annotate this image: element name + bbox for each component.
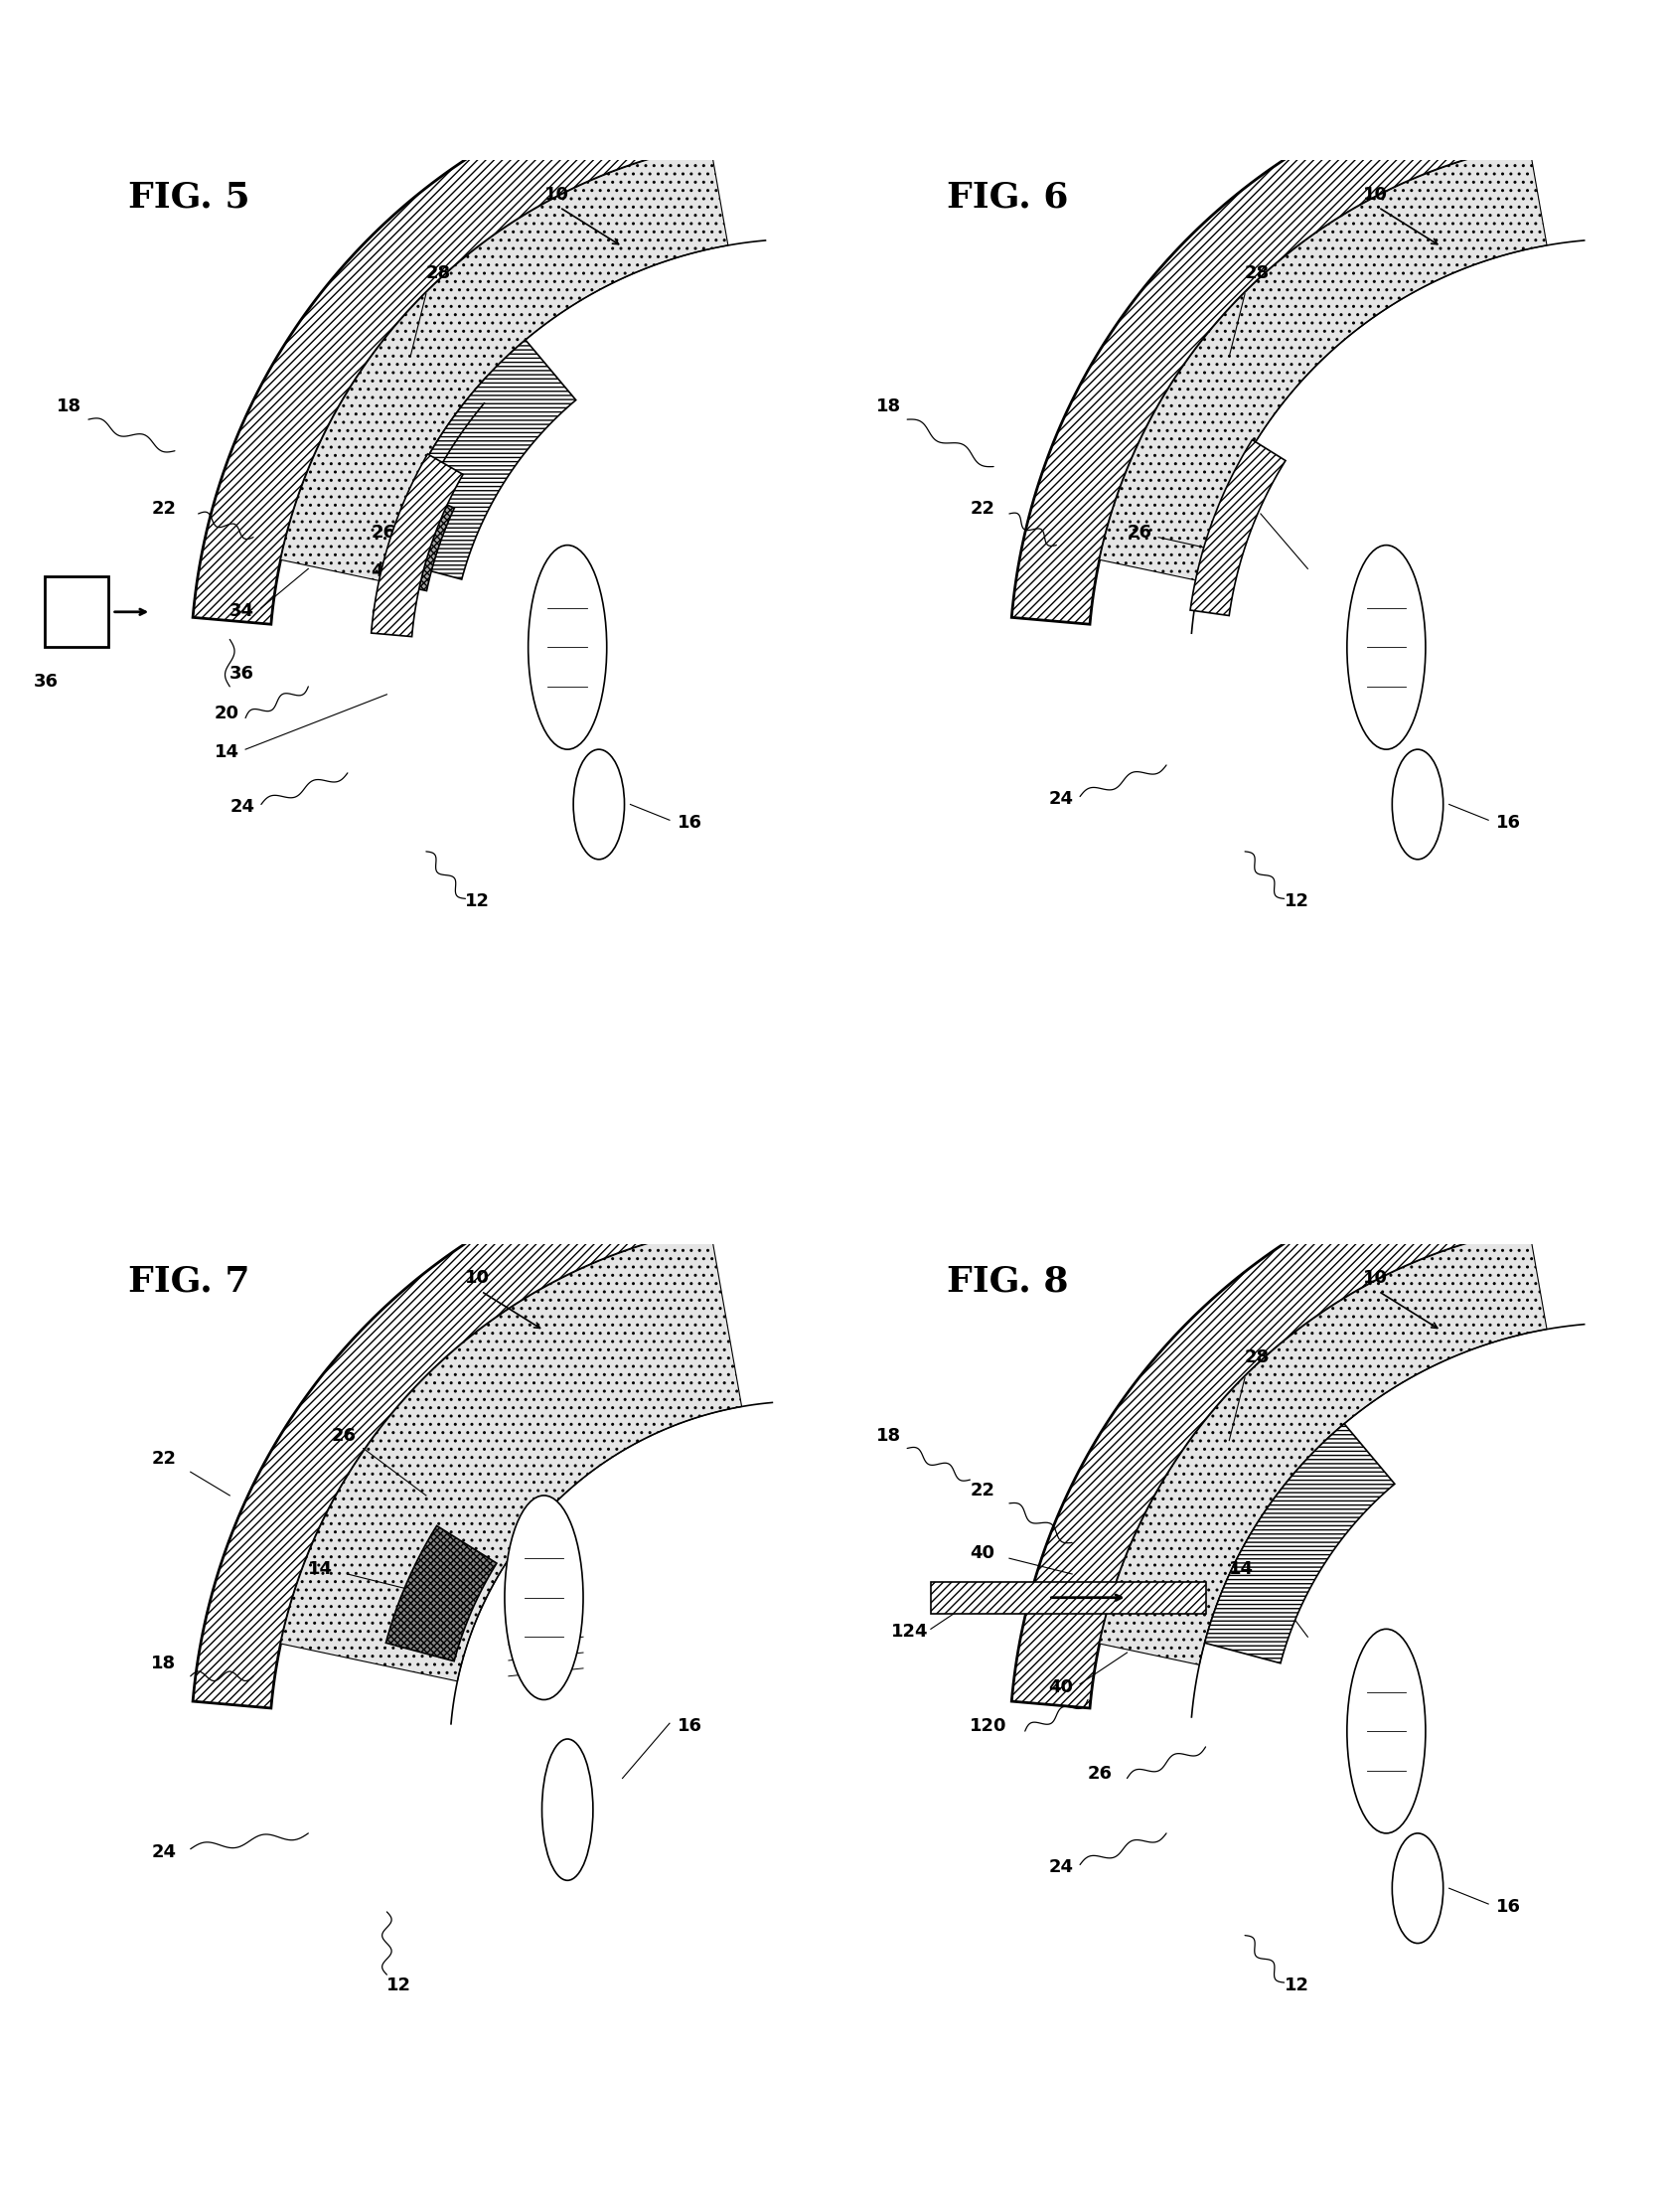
Text: FIG. 8: FIG. 8 — [946, 1265, 1068, 1298]
Text: 16: 16 — [677, 1717, 702, 1734]
Polygon shape — [1205, 1425, 1395, 1663]
Text: 12: 12 — [386, 1978, 411, 1995]
Polygon shape — [1100, 1228, 1547, 1666]
Text: 40: 40 — [969, 1544, 994, 1562]
Text: 12: 12 — [465, 894, 490, 911]
Text: 124: 124 — [892, 1624, 929, 1641]
Polygon shape — [371, 453, 463, 637]
Text: 28: 28 — [426, 263, 451, 281]
Text: 122: 122 — [1009, 1584, 1046, 1601]
Polygon shape — [1190, 440, 1285, 615]
Text: 22: 22 — [969, 500, 994, 518]
Text: 22: 22 — [150, 1451, 175, 1469]
Text: 12: 12 — [1283, 1978, 1308, 1995]
Text: 22: 22 — [969, 1482, 994, 1500]
Text: 18: 18 — [876, 1427, 901, 1444]
Text: 24: 24 — [229, 799, 254, 816]
Text: 26: 26 — [371, 524, 396, 542]
Text: 40: 40 — [371, 602, 396, 619]
Text: 26: 26 — [1088, 1765, 1113, 1783]
Polygon shape — [192, 1144, 757, 1708]
Text: 36: 36 — [33, 672, 58, 690]
Text: 26: 26 — [1126, 524, 1151, 542]
Text: 10: 10 — [1362, 186, 1387, 204]
Text: 18: 18 — [150, 1655, 175, 1672]
Text: 10: 10 — [543, 186, 568, 204]
Text: 14: 14 — [1230, 1559, 1253, 1577]
Ellipse shape — [528, 544, 607, 750]
Polygon shape — [381, 489, 455, 591]
Text: 28: 28 — [1245, 1347, 1270, 1365]
Text: 24: 24 — [1049, 1858, 1073, 1876]
Text: 22: 22 — [150, 500, 175, 518]
Text: 18: 18 — [57, 398, 82, 416]
Text: 34: 34 — [229, 602, 254, 619]
Polygon shape — [1011, 1144, 1576, 1708]
Text: 36: 36 — [229, 666, 254, 684]
Ellipse shape — [505, 1495, 583, 1699]
Text: 28: 28 — [1245, 263, 1270, 281]
Ellipse shape — [1347, 1628, 1425, 1834]
Polygon shape — [386, 341, 576, 580]
Text: FIG. 7: FIG. 7 — [127, 1265, 249, 1298]
Text: 40: 40 — [1049, 1679, 1073, 1697]
Polygon shape — [281, 1228, 742, 1681]
Text: 120: 120 — [969, 1717, 1008, 1734]
Text: 10: 10 — [465, 1270, 490, 1287]
Ellipse shape — [541, 1739, 593, 1880]
Text: 14: 14 — [214, 743, 239, 761]
Polygon shape — [192, 60, 757, 624]
Ellipse shape — [1392, 1834, 1444, 1944]
Polygon shape — [1011, 60, 1576, 624]
Text: 14: 14 — [307, 1559, 333, 1577]
Text: 24: 24 — [1049, 790, 1073, 807]
Text: 18: 18 — [876, 398, 901, 416]
Text: FIG. 6: FIG. 6 — [946, 181, 1068, 215]
Text: 12: 12 — [1283, 894, 1308, 911]
Polygon shape — [1100, 144, 1547, 582]
Polygon shape — [281, 144, 729, 582]
Text: 20: 20 — [214, 703, 239, 721]
Text: 40: 40 — [371, 562, 396, 580]
Polygon shape — [931, 1582, 1206, 1613]
Text: 24: 24 — [150, 1843, 175, 1860]
Polygon shape — [386, 1526, 496, 1661]
Ellipse shape — [1392, 750, 1444, 860]
Text: 10: 10 — [1362, 1270, 1387, 1287]
Bar — [45, 577, 109, 648]
Text: 16: 16 — [677, 814, 702, 832]
Ellipse shape — [1347, 544, 1425, 750]
Text: FIG. 5: FIG. 5 — [127, 181, 249, 215]
Text: 26: 26 — [333, 1427, 356, 1444]
Text: 16: 16 — [1496, 1898, 1521, 1916]
Ellipse shape — [573, 750, 625, 860]
Text: 14: 14 — [1230, 500, 1253, 518]
Text: 16: 16 — [1496, 814, 1521, 832]
